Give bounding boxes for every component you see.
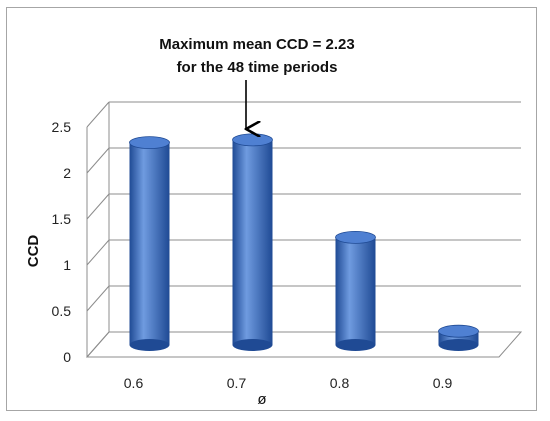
bar-top xyxy=(438,324,479,338)
chart-frame: 0 0.5 1 1.5 2 2.5 0.6 0.7 0.8 0.9 CCD ø Maximum … xyxy=(6,7,537,411)
x-tick-label: 0.7 xyxy=(227,375,247,391)
bar-cylinder xyxy=(438,324,479,351)
bar-base xyxy=(232,339,273,351)
x-tick-label: 0.6 xyxy=(124,375,144,391)
gridline-side xyxy=(86,147,110,174)
floor xyxy=(85,331,523,358)
x-tick-labels: 0.6 0.7 0.8 0.9 xyxy=(124,375,453,391)
bar-top xyxy=(335,230,376,244)
bars xyxy=(129,133,479,351)
y-tick-label: 2.5 xyxy=(52,119,72,135)
y-tick-label: 1.5 xyxy=(52,211,72,227)
y-axis-title: CCD xyxy=(25,235,42,268)
y-tick-label: 0 xyxy=(63,349,71,365)
annotation-line-1: Maximum mean CCD = 2.23 xyxy=(159,36,355,53)
y-tick-label: 2 xyxy=(63,165,71,181)
bar-top xyxy=(129,136,170,150)
x-axis-title: ø xyxy=(257,391,266,408)
cylinder-bar-chart: 0 0.5 1 1.5 2 2.5 0.6 0.7 0.8 0.9 CCD ø Maximum … xyxy=(25,36,523,408)
gridline-side xyxy=(86,193,110,220)
bar-body xyxy=(335,237,376,345)
x-tick-label: 0.9 xyxy=(433,375,453,391)
bar-base xyxy=(335,339,376,351)
gridline-side xyxy=(86,285,110,312)
bar-base xyxy=(129,339,170,351)
annotation-line-2: for the 48 time periods xyxy=(177,59,338,76)
gridline-side xyxy=(86,239,110,266)
y-tick-label: 0.5 xyxy=(52,303,72,319)
bar-body xyxy=(129,142,170,345)
bar-cylinder xyxy=(129,136,170,351)
gridline-side xyxy=(86,101,110,128)
bar-cylinder xyxy=(232,133,273,351)
y-tick-label: 1 xyxy=(63,257,71,273)
gridlines xyxy=(85,101,523,358)
y-tick-labels: 0 0.5 1 1.5 2 2.5 xyxy=(52,119,72,365)
bar-cylinder xyxy=(335,230,376,351)
bar-base xyxy=(438,339,479,351)
bar-body xyxy=(232,139,273,345)
bar-top xyxy=(232,133,273,147)
x-tick-label: 0.8 xyxy=(330,375,350,391)
